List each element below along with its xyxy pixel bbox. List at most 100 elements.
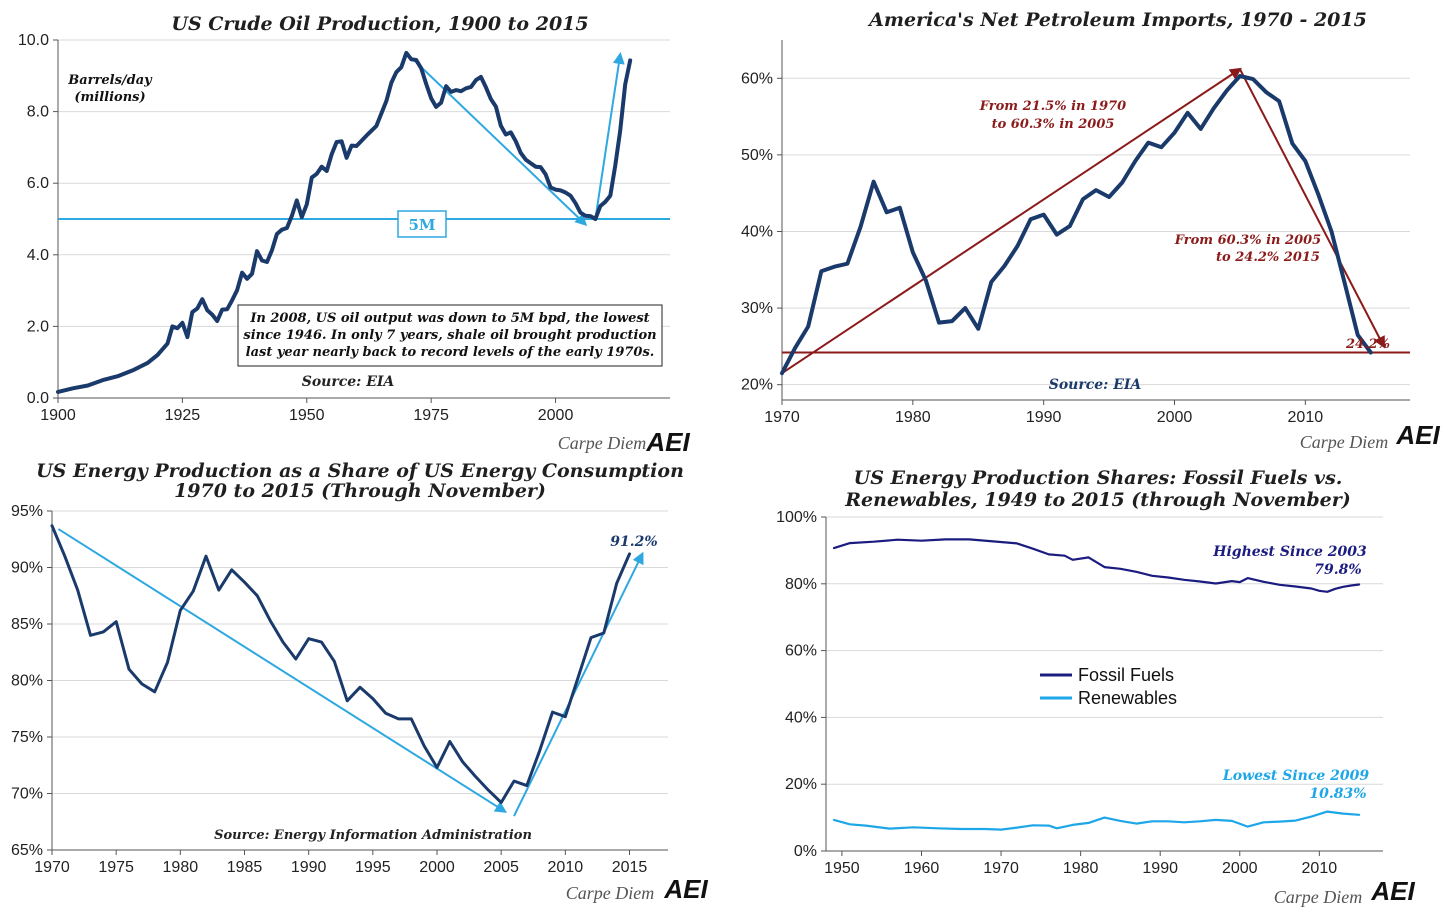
y-axis-ticks: 20% 30% 40% 50% 60% — [741, 70, 782, 394]
y-tick-label: 30% — [741, 300, 773, 317]
legend: Fossil Fuels Renewables — [1040, 665, 1177, 708]
x-tick-label: 2015 — [612, 859, 648, 876]
reference-label-box — [397, 210, 447, 238]
trend-arrow-decline — [1239, 68, 1385, 349]
y-tick-label: 60% — [741, 70, 773, 87]
series-line-fossil-fuels — [832, 538, 1361, 593]
y-tick-label: 85% — [11, 616, 43, 633]
x-tick-label: 1980 — [1063, 860, 1099, 877]
x-tick-label: 1970 — [764, 409, 800, 426]
y-tick-label: 80% — [785, 576, 817, 593]
y-tick-label: 4.0 — [27, 247, 49, 264]
chart-title-line-2: 1970 to 2015 (Through November) — [174, 480, 546, 502]
x-tick-label: 1995 — [355, 859, 391, 876]
annotation-box — [237, 304, 663, 367]
x-tick-label: 2010 — [548, 859, 584, 876]
annotation-renewables-1: Lowest Since 2009 — [1222, 768, 1370, 784]
y-tick-label: 0.0 — [27, 390, 49, 407]
annotation-line-2: since 1946. In only 7 years, shale oil b… — [243, 328, 656, 343]
x-tick-label: 2000 — [1222, 860, 1258, 877]
annotation-line-1: In 2008, US oil output was down to 5M bp… — [249, 311, 649, 326]
blog-brand: Carpe Diem — [1274, 887, 1363, 907]
series-line-renewables — [832, 810, 1361, 831]
legend-label-fossil: Fossil Fuels — [1078, 665, 1174, 685]
y-tick-label: 6.0 — [27, 175, 49, 192]
y-tick-label: 8.0 — [27, 104, 49, 121]
series-line-1 — [780, 74, 1373, 376]
annotation-rise-2: to 60.3% in 2005 — [992, 117, 1115, 132]
source-note: Source: Energy Information Administratio… — [214, 828, 532, 843]
aei-logo: AEI — [645, 427, 690, 457]
x-tick-label: 2010 — [1288, 409, 1324, 426]
x-tick-label: 2005 — [483, 859, 519, 876]
y-tick-label: 75% — [11, 729, 43, 746]
chart-title-line-1: US Energy Production as a Share of US En… — [36, 460, 684, 482]
y-tick-label: 60% — [785, 643, 817, 660]
series-lines — [780, 74, 1373, 376]
panel-production-share: US Energy Production as a Share of US En… — [11, 460, 708, 904]
x-axis-ticks: 1970 1975 1980 1985 1990 1995 2000 2005 2010 2015 — [34, 850, 647, 876]
y-axis-label: Barrels/day — [67, 73, 153, 88]
y-tick-label: 80% — [11, 673, 43, 690]
y-tick-label: 70% — [11, 786, 43, 803]
y-tick-label: 20% — [785, 776, 817, 793]
gridlines — [52, 510, 668, 851]
blog-brand: Carpe Diem — [566, 883, 655, 903]
annotation-rise-1: From 21.5% in 1970 — [979, 99, 1126, 114]
x-tick-label: 1950 — [824, 860, 860, 877]
source-note: Source: EIA — [302, 374, 395, 390]
x-axis-ticks: 1950 1960 1970 1980 1990 2000 2010 — [824, 851, 1337, 877]
y-tick-label: 95% — [11, 503, 43, 520]
legend-label-renewables: Renewables — [1078, 688, 1177, 708]
chart-title: America's Net Petroleum Imports, 1970 - … — [867, 9, 1367, 31]
y-tick-label: 65% — [11, 842, 43, 859]
gridlines — [782, 77, 1410, 386]
x-tick-label: 2000 — [419, 859, 455, 876]
source-note: Source: EIA — [1049, 377, 1142, 393]
annotation-fossil-2: 79.8% — [1314, 562, 1361, 578]
trend-arrow-decline — [405, 52, 588, 227]
y-axis-ticks: 65% 70% 75% 80% 85% 90% 95% — [11, 503, 52, 859]
blog-brand: Carpe Diem — [558, 433, 647, 453]
y-tick-label: 40% — [785, 709, 817, 726]
trend-arrows — [781, 67, 1385, 375]
x-tick-label: 2000 — [538, 407, 574, 424]
annotation-renewables-2: 10.83% — [1309, 786, 1366, 802]
x-axis-ticks: 1970 1980 1990 2000 2010 — [764, 400, 1323, 426]
series-lines — [50, 524, 631, 804]
annotation-line-3: last year nearly back to record levels o… — [246, 345, 655, 360]
chart-title-line-2: Renewables, 1949 to 2015 (through Novemb… — [844, 489, 1350, 511]
x-tick-label: 1990 — [291, 859, 327, 876]
y-tick-label: 20% — [741, 377, 773, 394]
aei-logo: AEI — [663, 874, 708, 904]
trend-arrow-rise — [781, 67, 1242, 375]
y-tick-label: 100% — [776, 509, 817, 526]
annotation-fall-1: From 60.3% in 2005 — [1174, 233, 1321, 248]
x-tick-label: 1975 — [413, 407, 449, 424]
reference-label: 5M — [408, 216, 435, 234]
x-tick-label: 1925 — [165, 407, 201, 424]
y-axis-ticks: 0% 20% 40% 60% 80% 100% — [776, 509, 826, 860]
series-line-1 — [56, 50, 633, 394]
chart-title-line-1: US Energy Production Shares: Fossil Fuel… — [854, 467, 1343, 489]
x-axis-ticks: 1900 1925 1950 1975 2000 — [40, 398, 573, 424]
x-tick-label: 1980 — [163, 859, 199, 876]
panel-net-imports: America's Net Petroleum Imports, 1970 - … — [741, 9, 1440, 452]
trend-arrow-decline — [57, 528, 508, 813]
aei-logo: AEI — [1395, 420, 1440, 450]
annotation-end-value: 24.2% — [1345, 337, 1390, 352]
x-tick-label: 1950 — [289, 407, 325, 424]
x-tick-label: 1900 — [40, 407, 76, 424]
y-tick-label: 2.0 — [27, 318, 49, 335]
y-tick-label: 50% — [741, 147, 773, 164]
x-tick-label: 1980 — [895, 409, 931, 426]
y-axis-ticks: 0.0 2.0 4.0 6.0 8.0 10.0 — [18, 32, 58, 407]
y-axis-label-units: (millions) — [74, 90, 145, 105]
y-tick-label: 0% — [794, 843, 817, 860]
chart-title: US Crude Oil Production, 1900 to 2015 — [171, 13, 588, 35]
annotation-end-value: 91.2% — [610, 534, 657, 550]
y-tick-label: 90% — [11, 560, 43, 577]
x-tick-label: 2010 — [1302, 860, 1338, 877]
series-lines — [832, 538, 1361, 831]
x-tick-label: 1975 — [98, 859, 134, 876]
